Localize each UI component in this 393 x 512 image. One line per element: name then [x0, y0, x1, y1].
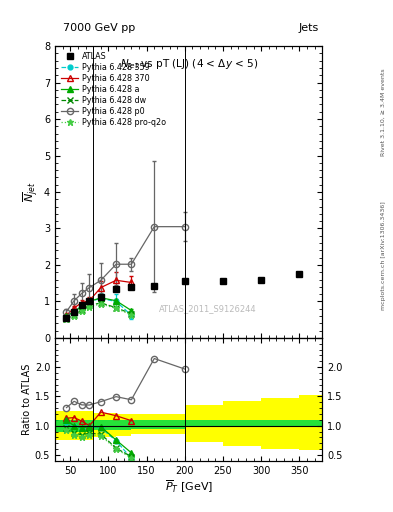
- Text: Jets: Jets: [298, 23, 318, 33]
- Y-axis label: Ratio to ATLAS: Ratio to ATLAS: [22, 364, 32, 435]
- Text: $N_{jet}$ vs pT (LJ) (4 < $\Delta y$ < 5): $N_{jet}$ vs pT (LJ) (4 < $\Delta y$ < 5…: [119, 58, 258, 72]
- Text: 7000 GeV pp: 7000 GeV pp: [63, 23, 135, 33]
- Text: mcplots.cern.ch [arXiv:1306.3436]: mcplots.cern.ch [arXiv:1306.3436]: [381, 202, 386, 310]
- X-axis label: $\overline{P}_T$ [GeV]: $\overline{P}_T$ [GeV]: [165, 478, 213, 495]
- Y-axis label: $\overline{N}_{jet}$: $\overline{N}_{jet}$: [22, 182, 41, 202]
- Legend: ATLAS, Pythia 6.428 359, Pythia 6.428 370, Pythia 6.428 a, Pythia 6.428 dw, Pyth: ATLAS, Pythia 6.428 359, Pythia 6.428 37…: [59, 50, 167, 129]
- Text: Rivet 3.1.10, ≥ 3.4M events: Rivet 3.1.10, ≥ 3.4M events: [381, 69, 386, 157]
- Text: ATLAS_2011_S9126244: ATLAS_2011_S9126244: [158, 304, 256, 313]
